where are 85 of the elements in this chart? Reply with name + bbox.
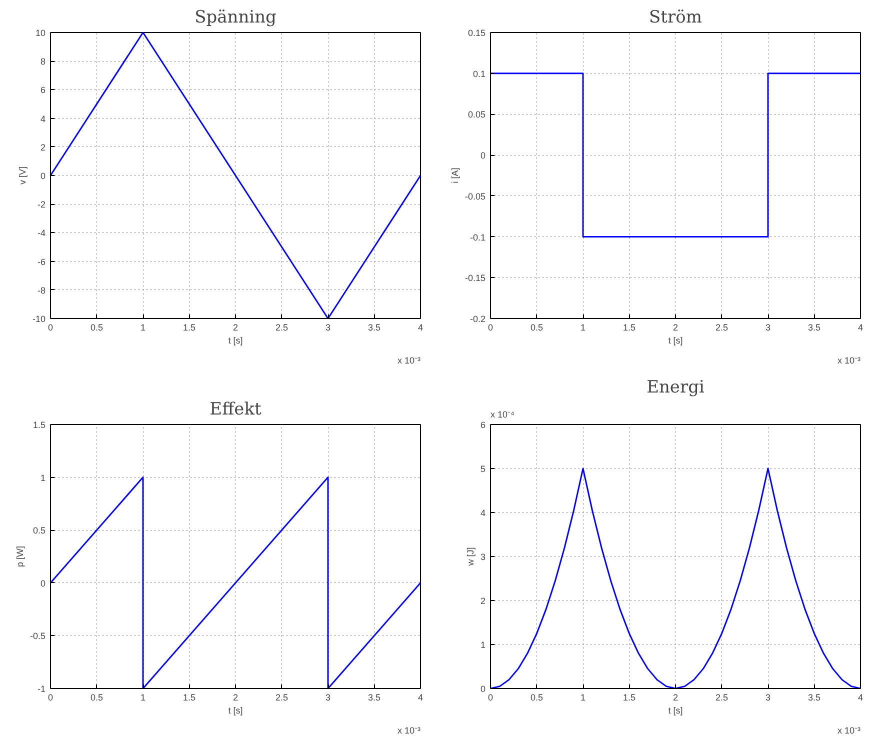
y-tick-label: 0: [480, 684, 486, 694]
text: x 10⁻³: [837, 356, 861, 366]
y-tick-label: -0.5: [30, 631, 46, 642]
x-tick-label: 1: [580, 692, 586, 702]
y-tick-label: 2: [40, 142, 46, 152]
x-tick-label: 2: [672, 692, 678, 702]
y-tick-label: -1: [38, 684, 46, 694]
y-tick-label: -0.2: [470, 314, 486, 324]
x-tick-label: 3.5: [368, 322, 381, 332]
x-axis-title: t [s]: [228, 706, 243, 716]
y-tick-label: 0.5: [32, 526, 46, 536]
y-tick-label: -6: [38, 256, 46, 267]
x-tick-label: 2: [232, 692, 238, 702]
chart-title: Energi: [646, 378, 705, 398]
x-axis-title: t [s]: [668, 336, 683, 346]
y-tick-label: -0.1: [470, 232, 486, 242]
x-tick-label: 1.5: [622, 692, 636, 702]
y-tick-label: -2: [38, 200, 46, 210]
y-axis-title: w [J]: [465, 547, 476, 567]
x-axis-title: t [s]: [228, 336, 243, 346]
x-tick-label: 4: [418, 322, 424, 332]
x-tick-label: 1.5: [182, 692, 196, 702]
x-tick-label: 2: [672, 322, 678, 332]
x-tick-label: 3.5: [808, 692, 821, 702]
y-tick-label: 1: [480, 640, 486, 650]
x-tick-label: 0.5: [530, 692, 544, 702]
x-tick-label: 1.5: [182, 322, 196, 332]
x-tick-label: 1: [140, 692, 146, 702]
y-tick-label: 6: [40, 85, 46, 96]
y-tick-label: -0.05: [464, 191, 486, 202]
y-axis-title: p [W]: [14, 546, 25, 567]
x-tick-label: 3: [765, 692, 771, 702]
chart-title: Effekt: [210, 400, 262, 420]
y-tick-label: -4: [38, 228, 46, 238]
x-tick-label: 3: [765, 322, 771, 332]
y-tick-label: 4: [480, 508, 486, 518]
x-tick-label: 4: [858, 322, 864, 332]
y-axis-title: v [V]: [17, 166, 28, 184]
text: x 10⁻⁴: [490, 410, 515, 420]
x-tick-label: 0.5: [530, 322, 544, 332]
x-tick-label: 0: [488, 692, 494, 702]
y-tick-label: 8: [40, 56, 46, 67]
y-tick-label: 10: [35, 28, 46, 38]
x-tick-label: 3.5: [808, 322, 821, 332]
y-axis-title: i [A]: [450, 168, 460, 184]
x-tick-label: 3: [325, 692, 331, 702]
text: x 10⁻³: [397, 356, 421, 366]
y-tick-label: 0: [40, 171, 46, 181]
chart-title: Spänning: [194, 8, 277, 28]
x-tick-label: 4: [858, 692, 864, 702]
text: x 10⁻³: [837, 726, 861, 736]
x-tick-label: 0: [48, 692, 54, 702]
x-tick-label: 2.5: [715, 692, 728, 702]
x-tick-label: 2.5: [275, 322, 288, 332]
y-tick-label: 0: [480, 150, 486, 161]
x-tick-label: 3: [325, 322, 331, 332]
y-tick-label: 0: [40, 578, 46, 588]
y-tick-label: -10: [32, 314, 46, 324]
x-tick-label: 0: [488, 322, 494, 332]
x-tick-label: 0.5: [90, 322, 104, 332]
y-tick-label: 0.05: [468, 110, 486, 120]
x-tick-label: 4: [418, 692, 424, 702]
x-tick-label: 2.5: [715, 322, 728, 332]
y-tick-label: 1: [40, 472, 46, 483]
y-tick-label: 6: [480, 420, 486, 430]
chart-title: Ström: [649, 8, 702, 28]
x-tick-label: 0: [48, 322, 54, 332]
y-tick-label: 1.5: [32, 420, 46, 430]
y-tick-label: 0.1: [472, 68, 486, 79]
y-tick-label: 2: [480, 596, 486, 606]
y-tick-label: -8: [38, 285, 46, 296]
x-tick-label: 1: [580, 322, 586, 332]
x-axis-title: t [s]: [668, 706, 683, 716]
text: x 10⁻³: [397, 726, 421, 736]
y-tick-label: -0.15: [464, 273, 486, 284]
y-tick-label: 0.15: [468, 28, 486, 38]
x-tick-label: 2.5: [275, 692, 288, 702]
x-tick-label: 0.5: [90, 692, 104, 702]
x-tick-label: 1.5: [622, 322, 636, 332]
y-tick-label: 3: [480, 552, 486, 562]
x-tick-label: 3.5: [368, 692, 381, 702]
y-tick-label: 5: [480, 464, 486, 474]
x-tick-label: 2: [232, 322, 238, 332]
x-tick-label: 1: [140, 322, 146, 332]
y-tick-label: 4: [40, 114, 46, 124]
